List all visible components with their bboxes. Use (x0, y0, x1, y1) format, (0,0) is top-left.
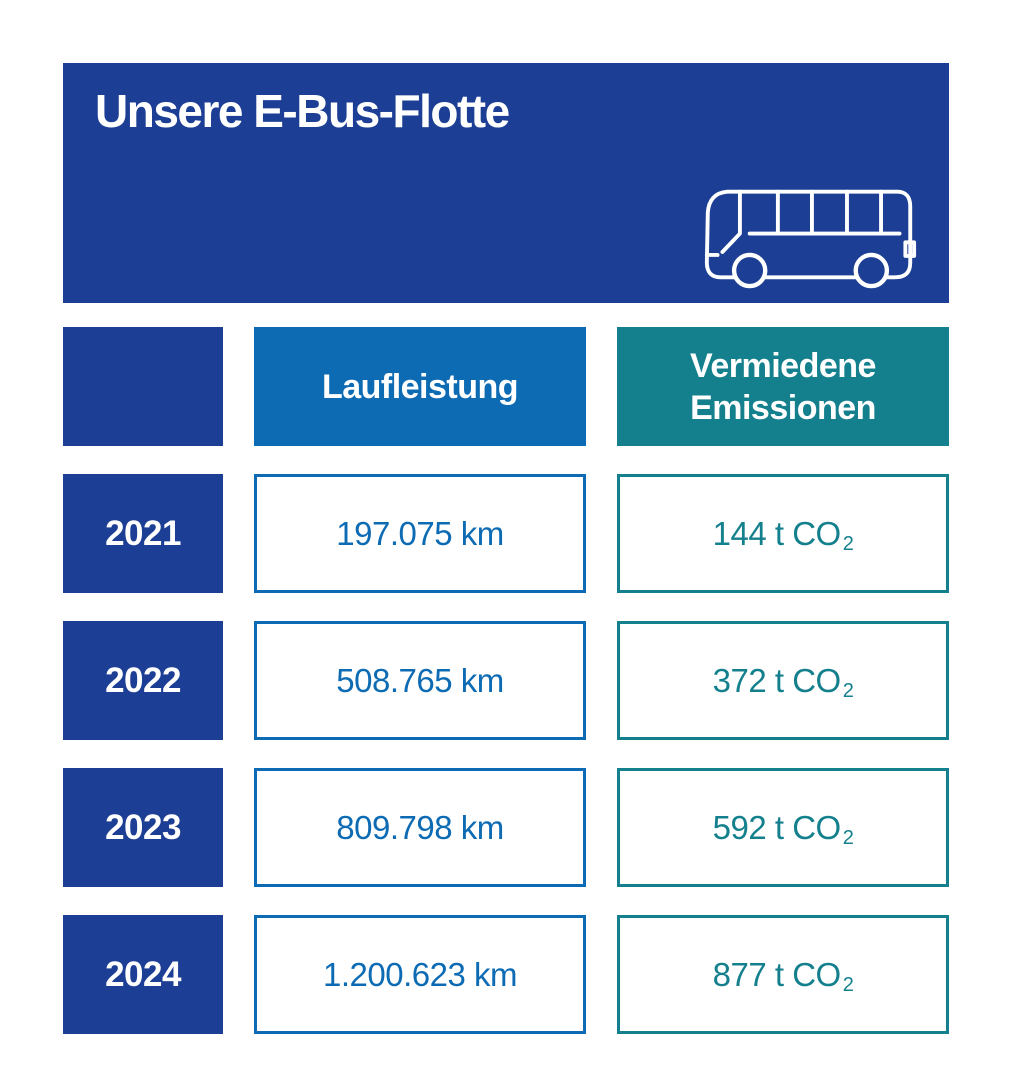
laufleistung-text: 1.200.623 km (323, 955, 517, 993)
laufleistung-text: 197.075 km (336, 514, 504, 552)
bus-body (704, 189, 913, 280)
column-header-laufleistung: Laufleistung (254, 327, 586, 446)
co2-subscript: 2 (842, 974, 854, 996)
column-header-year (63, 327, 223, 446)
laufleistung-value: 1.200.623 km (254, 915, 586, 1034)
bus-front-wheel (731, 252, 768, 289)
emissionen-value: 372 t CO 2 (617, 621, 949, 740)
laufleistung-value: 809.798 km (254, 768, 586, 887)
co2-subscript: 2 (842, 533, 854, 555)
emissionen-value: 144 t CO 2 (617, 474, 949, 593)
bus-icon (704, 189, 917, 289)
fleet-table: Laufleistung Vermiedene Emissionen 2021 … (63, 327, 949, 1034)
laufleistung-value: 508.765 km (254, 621, 586, 740)
column-header-emissionen: Vermiedene Emissionen (617, 327, 949, 446)
column-header-label-line2: Emissionen (690, 388, 876, 427)
row-year: 2022 (63, 621, 223, 740)
bus-windshield (720, 189, 742, 254)
row-year: 2024 (63, 915, 223, 1034)
laufleistung-text: 809.798 km (336, 808, 504, 846)
emissionen-text: 592 t CO (712, 808, 842, 846)
emissionen-text: 144 t CO (712, 514, 842, 552)
laufleistung-value: 197.075 km (254, 474, 586, 593)
emissionen-text: 372 t CO (712, 661, 842, 699)
page-title: Unsere E-Bus-Flotte (95, 85, 510, 137)
emissionen-value: 877 t CO 2 (617, 915, 949, 1034)
column-header-label-line1: Vermiedene (690, 346, 876, 385)
co2-subscript: 2 (842, 827, 854, 849)
co2-subscript: 2 (842, 680, 854, 702)
header-banner: Unsere E-Bus-Flotte (63, 63, 949, 303)
bus-tail-light (903, 240, 917, 258)
emissionen-value: 592 t CO 2 (617, 768, 949, 887)
laufleistung-text: 508.765 km (336, 661, 504, 699)
row-year: 2021 (63, 474, 223, 593)
bus-rear-wheel (853, 252, 890, 289)
emissionen-text: 877 t CO (712, 955, 842, 993)
column-header-label: Laufleistung (321, 367, 519, 406)
row-year: 2023 (63, 768, 223, 887)
